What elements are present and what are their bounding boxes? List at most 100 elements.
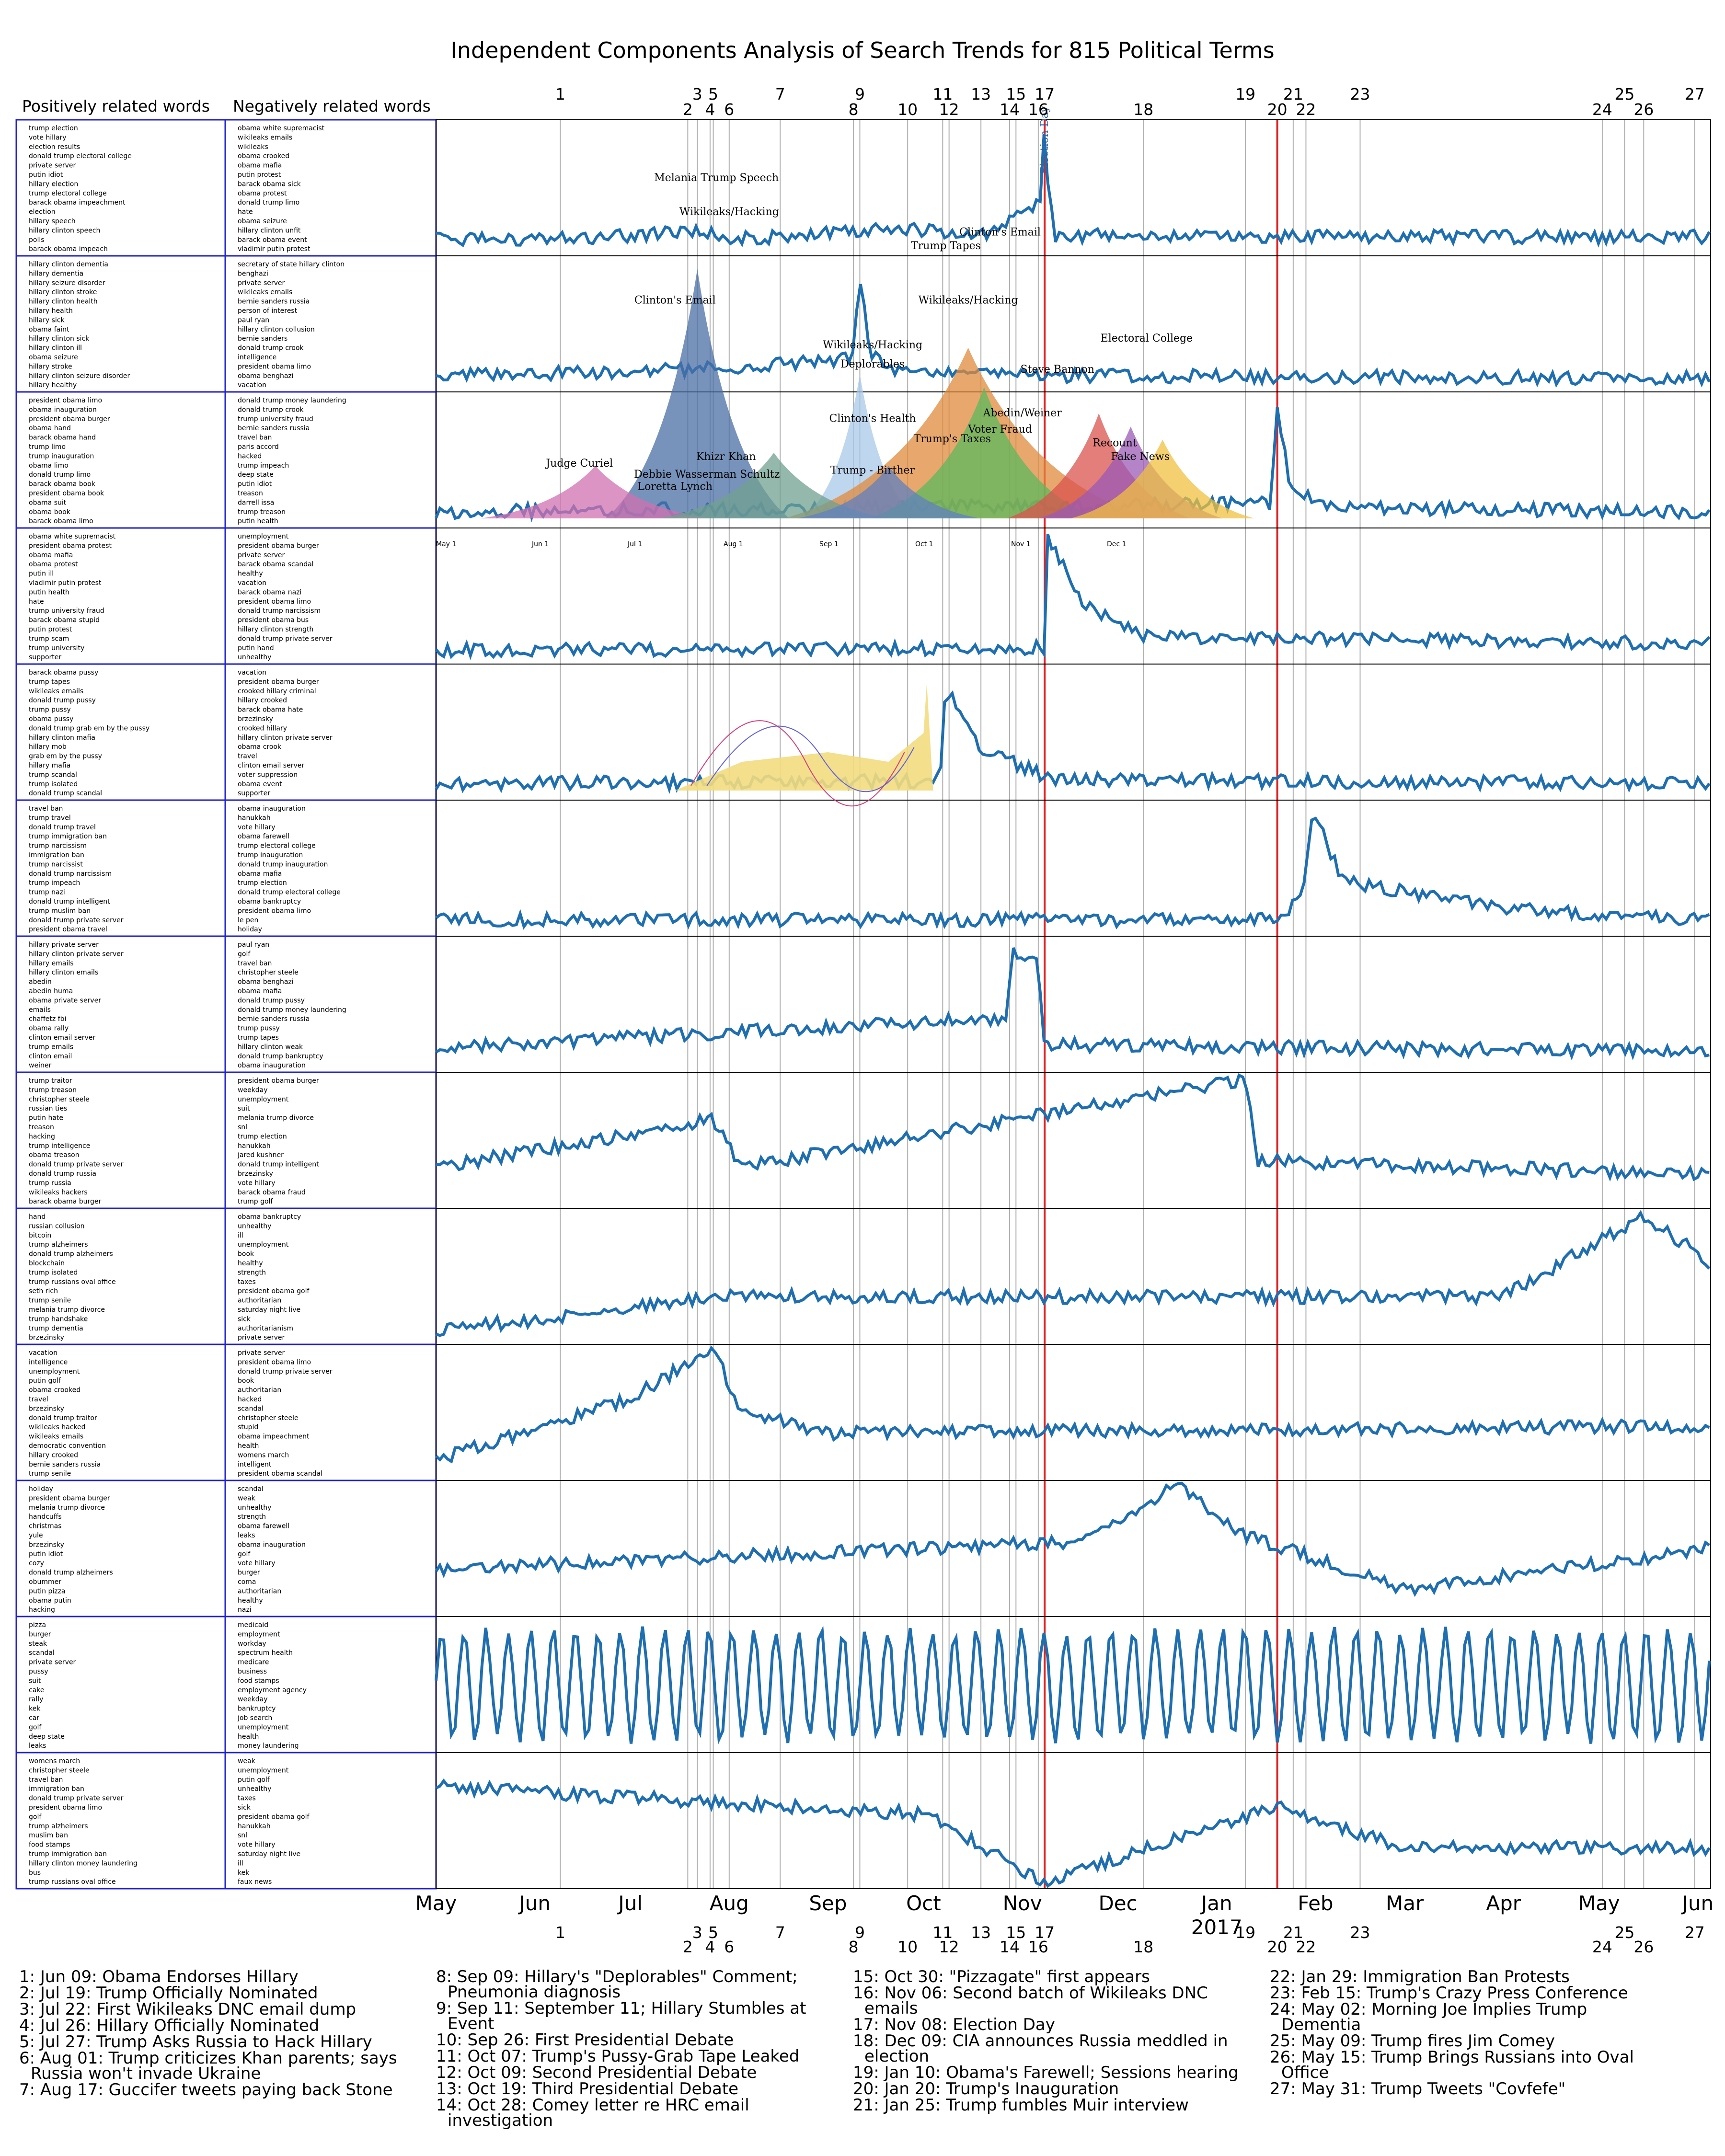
topic-area [869,387,1099,518]
chart-annotation: Fake News [1111,451,1170,463]
month-tick-label: Jun [1681,1892,1714,1915]
event-number-bottom: 7 [775,1923,785,1942]
positive-word: vote hillary [29,134,67,141]
negative-word: donald trump bankruptcy [238,1053,323,1060]
event-number-top: 12 [939,100,959,119]
topic-area [796,466,981,518]
inset-month-label: Sep 1 [819,540,839,548]
negative-word: president obama scandal [238,1470,322,1478]
negative-word: darrell issa [238,499,274,506]
topic-area [1070,439,1255,518]
positive-word: trump russians oval office [29,1878,116,1886]
negative-word: book [238,1250,254,1258]
negative-word: hillary clinton strength [238,626,313,633]
series-panel [436,1480,1711,1617]
legend-item: 18: Dec 09: CIA announces Russia meddled… [853,2031,1228,2066]
negative-word: obama crook [238,743,282,751]
positive-word: president obama limo [29,397,102,404]
positive-word: hillary emails [29,960,74,967]
negative-word: president obama limo [238,363,311,370]
inset-month-label: Jul 1 [627,540,642,548]
negative-word: president obama burger [238,542,319,550]
negative-word: paul ryan [238,316,269,324]
positive-word: barack obama hand [29,434,96,442]
positive-word: womens march [29,1757,80,1765]
negative-word: barack obama hate [238,706,303,714]
negative-word: putin hand [238,644,274,652]
chart-annotation: Electoral College [1101,333,1193,344]
negative-word: healthy [238,1597,263,1605]
negative-word: hillary crooked [238,697,287,704]
event-number-top: 21 [1283,85,1303,103]
negative-word: holiday [238,926,262,933]
positive-word: hillary clinton mafia [29,734,95,742]
negative-word: ill [238,1232,243,1239]
month-tick-label: May [415,1892,457,1915]
positive-word: pizza [29,1621,46,1629]
positive-word: president obama limo [29,1804,102,1812]
positive-word: trump russians oval office [29,1278,116,1286]
negative-word: barack obama fraud [238,1189,306,1196]
negative-word: vacation [238,381,266,389]
chart-annotation: Clinton's Email [634,294,716,306]
inset-month-label: Dec 1 [1107,540,1126,548]
series-line [435,1481,1711,1597]
event-number-top: 23 [1350,85,1370,103]
positive-word: donald trump narcissism [29,870,112,878]
positive-word: trump inauguration [29,452,94,460]
header-positive: Positively related words [22,97,210,115]
negative-word: saturday night live [238,1306,300,1314]
positive-word: russian ties [29,1105,67,1112]
series-line [436,1210,1711,1337]
event-number-top: 14 [1000,100,1020,119]
positive-word: president obama protest [29,542,112,550]
legend-item: 26: May 15: Trump Brings Russians into O… [1270,2048,1634,2082]
positive-word: obama suit [29,499,67,506]
negative-word: weak [238,1757,256,1765]
negative-word: obama farewell [238,833,289,840]
chart-annotation: Clinton's Email [959,226,1041,238]
positive-word: chaffetz fbi [29,1015,66,1023]
positive-word: obummer [29,1578,61,1586]
legend-item: 4: Jul 26: Hillary Officially Nominated [19,2016,320,2035]
event-number-top: 18 [1133,100,1153,119]
negative-word: deep state [238,471,274,479]
positive-word: trump traitor [29,1077,72,1085]
negative-word: hanukkah [238,1823,271,1830]
negative-word: donald trump limo [238,199,299,206]
positive-word: trump immigration ban [29,833,107,840]
positive-word: election results [29,143,80,151]
positive-word: bitcoin [29,1232,51,1239]
negative-word: benghazi [238,270,268,277]
negative-word: brzezinsky [238,1170,273,1178]
positive-word: hillary clinton emails [29,969,98,976]
positive-word: trump limo [29,443,66,451]
month-tick-label: May [1578,1892,1620,1915]
positive-word: barack obama pussy [29,669,98,677]
positive-word: emails [29,1006,51,1014]
positive-word: trump tapes [29,678,70,686]
negative-word: wikileaks [238,143,268,151]
positive-word: wikileaks hackers [29,1189,88,1196]
positive-word: muslim ban [29,1832,68,1839]
event-number-top: 3 [692,85,702,103]
positive-word: obama faint [29,326,69,333]
negative-word: weekday [238,1696,268,1703]
positive-word: bernie sanders russia [29,1461,101,1468]
negative-word: suit [238,1105,250,1112]
negative-word: barack obama scandal [238,561,314,568]
positive-word: trump senile [29,1470,71,1478]
positive-word: kek [29,1705,41,1713]
event-number-bottom: 16 [1028,1938,1048,1956]
positive-word: cake [29,1686,45,1694]
positive-word: donald trump pussy [29,697,96,704]
positive-word: hillary clinton speech [29,227,100,234]
positive-word: barack obama impeach [29,245,108,253]
negative-word: private server [238,1349,285,1357]
negative-word: obama crooked [238,152,289,160]
positive-word: hillary speech [29,218,76,225]
positive-word: brzezinsky [29,1405,64,1412]
positive-word: hillary clinton money laundering [29,1859,138,1867]
negative-word: donald trump private server [238,635,333,642]
